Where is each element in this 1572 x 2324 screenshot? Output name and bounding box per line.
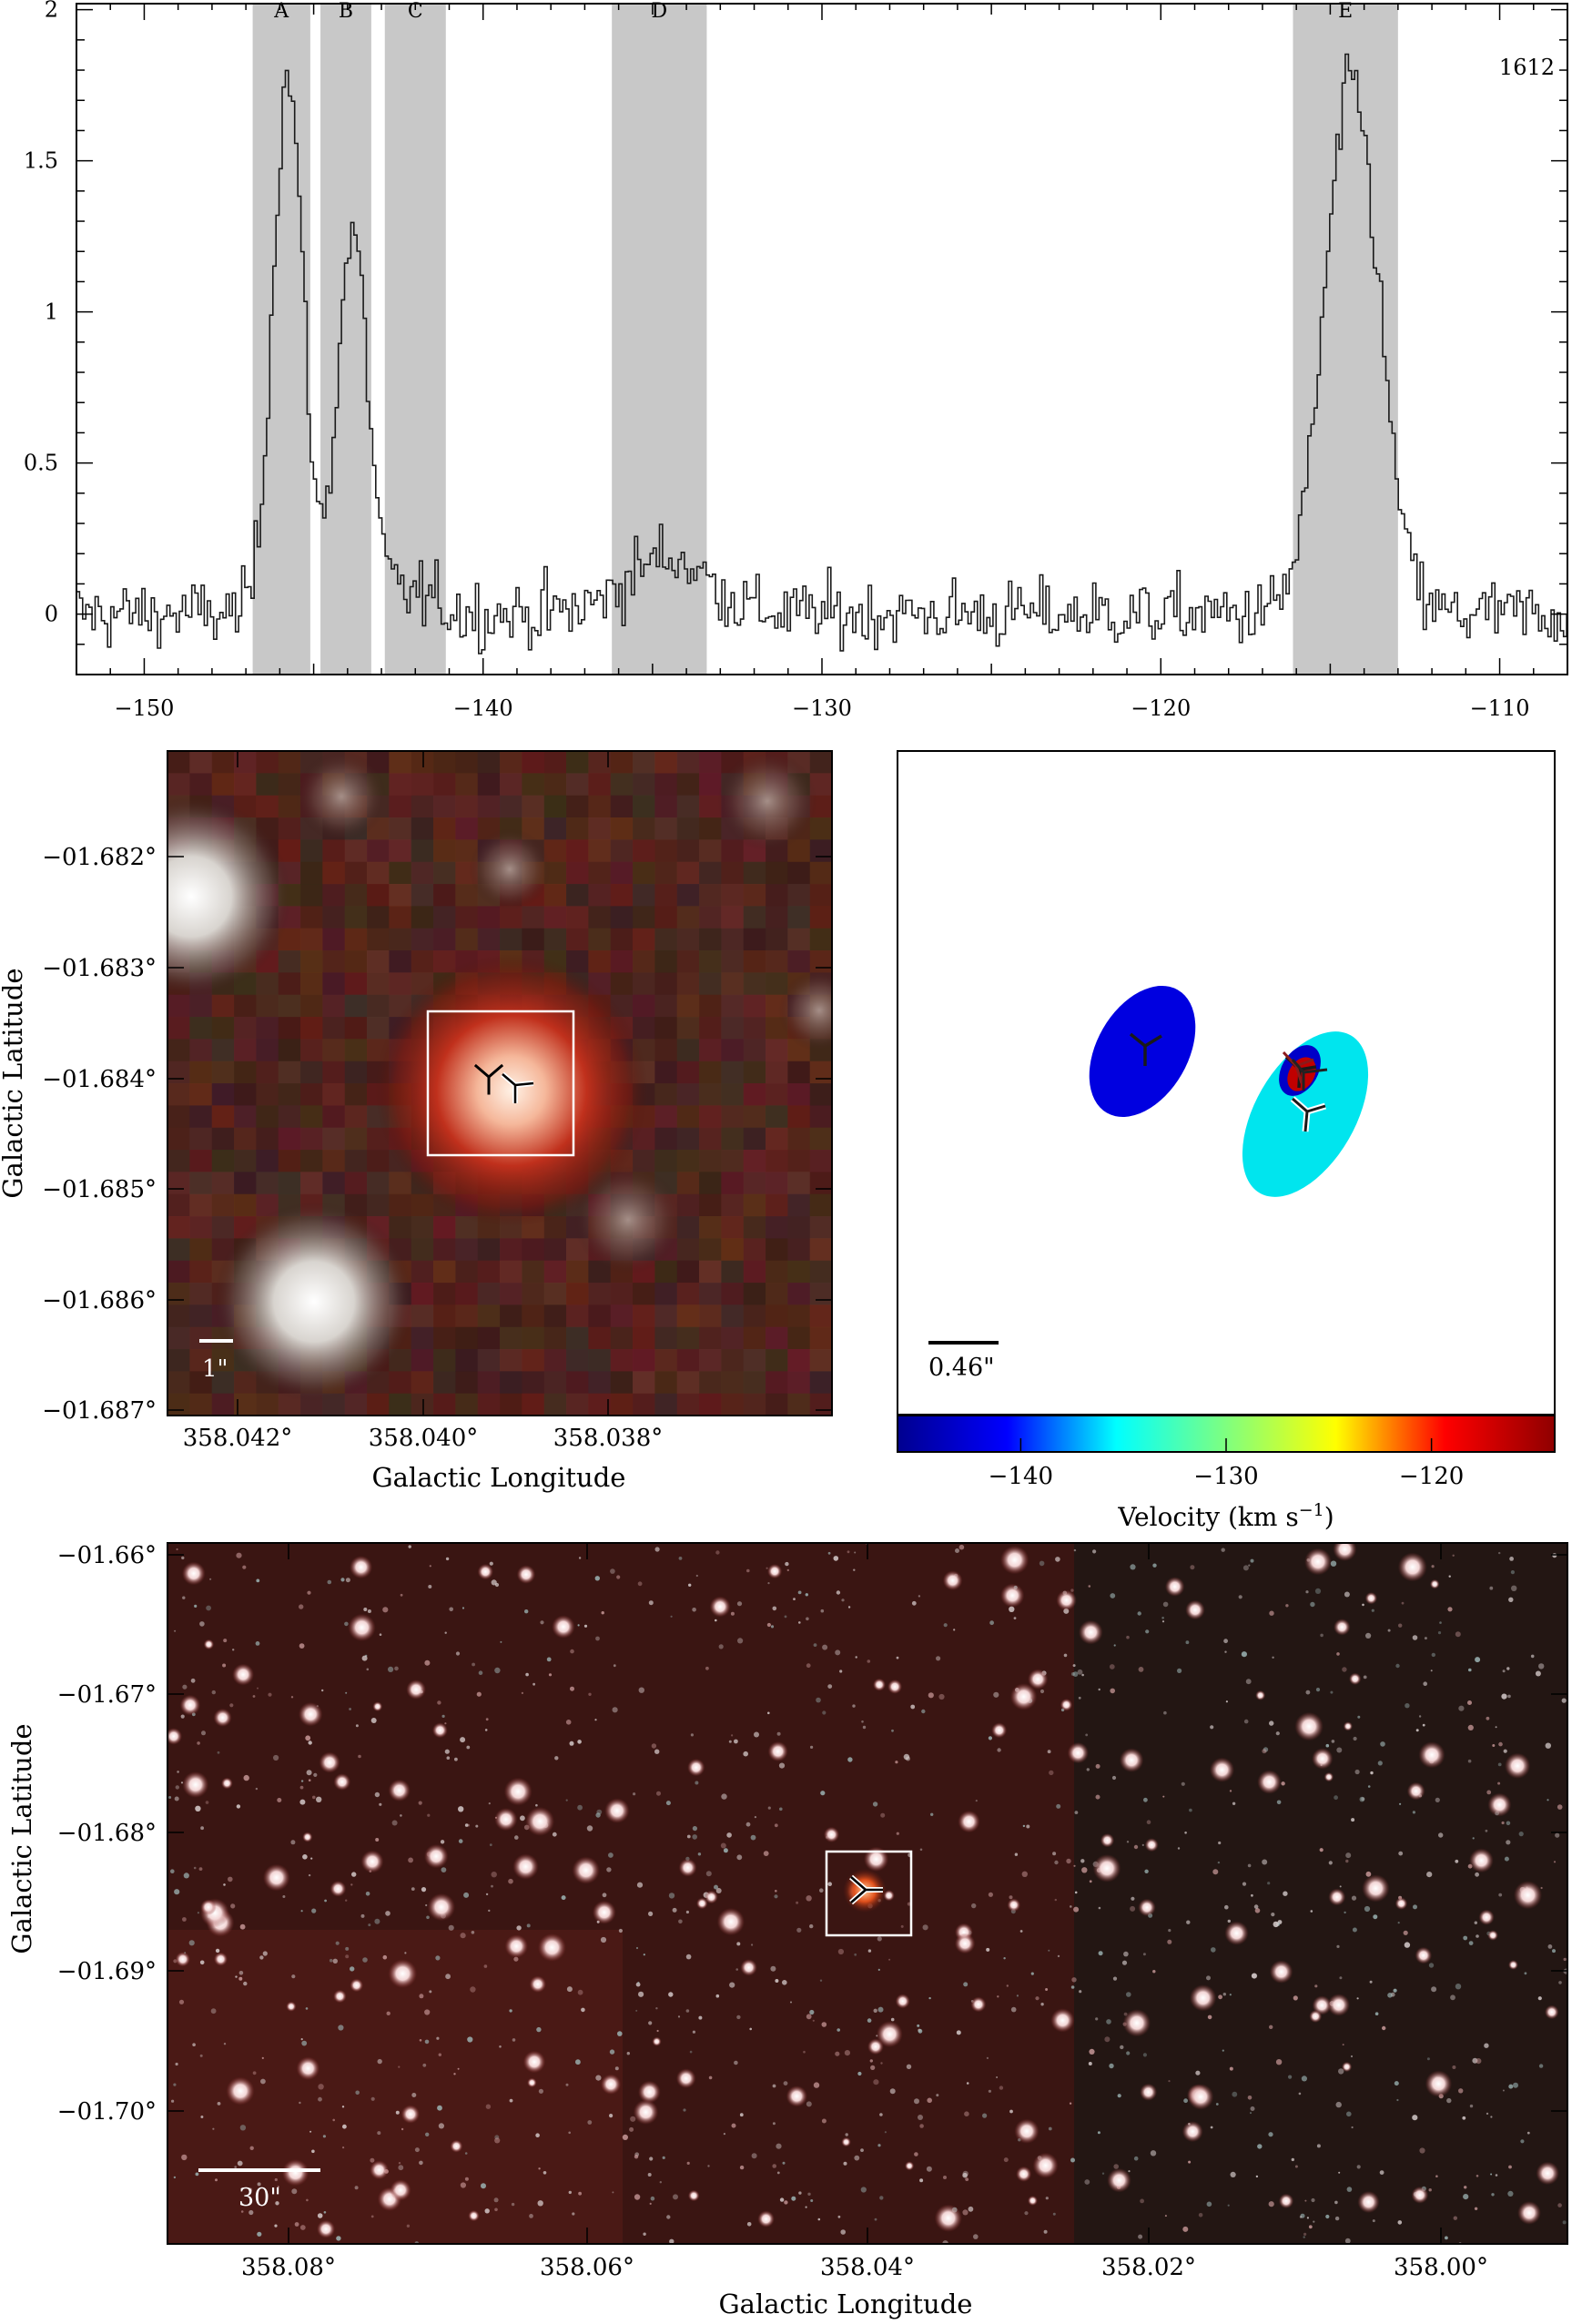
zoom-y-tick-label: −01.685° [42, 1176, 157, 1203]
velocity-map-panel: 0.46" −140 −130 −120 Velocity (km s−1) [897, 750, 1556, 1532]
zoom-x-tick-label: 358.042° [183, 1425, 293, 1452]
velocity-marker-1 [1129, 1032, 1162, 1066]
zoom-bright-star-lower [214, 1202, 414, 1402]
band-label-a: A [273, 0, 289, 23]
wide-y-tick-label: −01.67° [57, 1681, 157, 1709]
band-e [1293, 4, 1398, 675]
zoom-y-tick-label: −01.684° [42, 1066, 157, 1093]
wide-ticks [167, 1543, 1567, 2244]
wide-x-tick-label: 358.04° [820, 2254, 915, 2281]
wide-y-tick-label: −01.69° [57, 1958, 157, 1985]
zoom-faint-star-top [296, 751, 387, 842]
spectrum-x-tick-label: −150 [114, 695, 174, 721]
zoom-image-panel: 1" 358.042° 358.040° 358.038° −01.682°−01.… [0, 750, 833, 1493]
zoom-faint-star-upper-right [717, 751, 817, 851]
band-d [612, 4, 707, 675]
zoom-y-tick-label: −01.686° [42, 1287, 157, 1314]
wide-y-tick-label: −01.68° [57, 1820, 157, 1847]
wide-maser-marker [849, 1874, 883, 1905]
wide-x-tick-label: 358.02° [1101, 2254, 1196, 2281]
zoom-y-tick-label: −01.683° [42, 955, 157, 982]
band-label-c: C [408, 0, 423, 23]
wide-field-panel: 30" 358.08° 358.06° 358.04° 358.02° 358.00° … [6, 1542, 1568, 2319]
spectrum-y-tick-label: 1.5 [24, 148, 58, 174]
band-labels: A B C D E [273, 0, 1353, 23]
wide-y-tick-label: −01.70° [57, 2098, 157, 2126]
zoom-maser-marker-2 [501, 1071, 534, 1103]
colorbar-ticks: −140 −130 −120 [989, 1438, 1464, 1490]
colorbar-tick-label: −140 [989, 1463, 1053, 1490]
spectrum-panel: A B C D E −150 −140 −130 −120 −110 0 0.5 1 1.5 2 161… [24, 0, 1568, 721]
spectrum-x-tick-label: −130 [792, 695, 852, 721]
velocity-scalebar-label: 0.46" [928, 1354, 995, 1382]
band-label-e: E [1338, 0, 1353, 23]
velocity-spot-blue [1089, 985, 1196, 1118]
velocity-marker-lower [1290, 1096, 1327, 1132]
zoom-y-tick-labels: −01.682° −01.683° −01.684° −01.685° −01.686°… [42, 844, 157, 1425]
spectrum-x-tick-label: −110 [1470, 695, 1530, 721]
band-label-b: B [339, 0, 353, 23]
zoom-y-tick-label: −01.687° [42, 1397, 157, 1425]
colorbar-tick-label: −120 [1399, 1463, 1464, 1490]
wide-x-tick-label: 358.06° [540, 2254, 634, 2281]
wide-x-axis-label: Galactic Longitude [719, 2288, 973, 2319]
spectrum-y-tick-label: 2 [45, 0, 58, 23]
spectrum-y-tick-label: 0 [45, 602, 58, 627]
band-b [320, 4, 371, 675]
zoom-x-tick-labels: 358.042° 358.040° 358.038° [183, 1425, 664, 1452]
wide-dark-region [1074, 1543, 1567, 2244]
spectrum-x-tick-label: −140 [453, 695, 513, 721]
colorbar-label: Velocity (km s−1) [1117, 1500, 1334, 1532]
zoom-x-axis-label: Galactic Longitude [372, 1462, 626, 1493]
zoom-y-axis-label: Galactic Latitude [0, 968, 28, 1198]
zoom-faint-star-center [469, 828, 551, 910]
zoom-faint-star-right [778, 969, 832, 1051]
zoom-bright-star-upper-left [167, 797, 291, 997]
velocity-map-frame [897, 750, 1556, 1416]
spectrum-y-tick-label: 1 [45, 299, 58, 325]
zoom-frame [167, 750, 833, 1416]
zoom-maser-marker-1 [473, 1063, 504, 1095]
zoom-target-source [375, 954, 648, 1227]
zoom-x-tick-label: 358.040° [369, 1425, 479, 1452]
spectrum-x-tick-label: −120 [1131, 695, 1191, 721]
wide-x-tick-labels: 358.08° 358.06° 358.04° 358.02° 358.00° [241, 2254, 1488, 2281]
zoom-scalebar-label: 1" [202, 1355, 228, 1383]
spectrum-label: 1612 [1499, 55, 1555, 80]
wide-scalebar-label: 30" [238, 2184, 281, 2212]
band-c [384, 4, 446, 675]
spectrum-x-ticks: −150 −140 −130 −120 −110 [76, 4, 1568, 721]
wide-target-box [825, 1850, 913, 1937]
zoom-ticks [167, 751, 832, 1416]
velocity-marker-cluster [1282, 1050, 1328, 1091]
wide-y-tick-labels: −01.66° −01.67° −01.68° −01.69° −01.70° [57, 1542, 157, 2126]
colorbar-tick-label: −130 [1193, 1463, 1258, 1490]
spectrum-line [76, 53, 1567, 655]
velocity-bands [252, 4, 1398, 675]
zoom-y-tick-label: −01.682° [42, 844, 157, 871]
wide-y-tick-label: −01.66° [57, 1542, 157, 1569]
wide-x-tick-label: 358.08° [241, 2254, 336, 2281]
wide-y-axis-label: Galactic Latitude [6, 1723, 37, 1954]
wide-field-stars [167, 1543, 1567, 2244]
band-label-d: D [651, 0, 667, 23]
zoom-x-tick-label: 358.038° [553, 1425, 664, 1452]
wide-x-tick-label: 358.00° [1394, 2254, 1488, 2281]
spectrum-y-ticks: 0 0.5 1 1.5 2 [24, 0, 1567, 645]
zoom-target-box [426, 1010, 575, 1157]
spectrum-y-tick-label: 0.5 [24, 451, 58, 476]
